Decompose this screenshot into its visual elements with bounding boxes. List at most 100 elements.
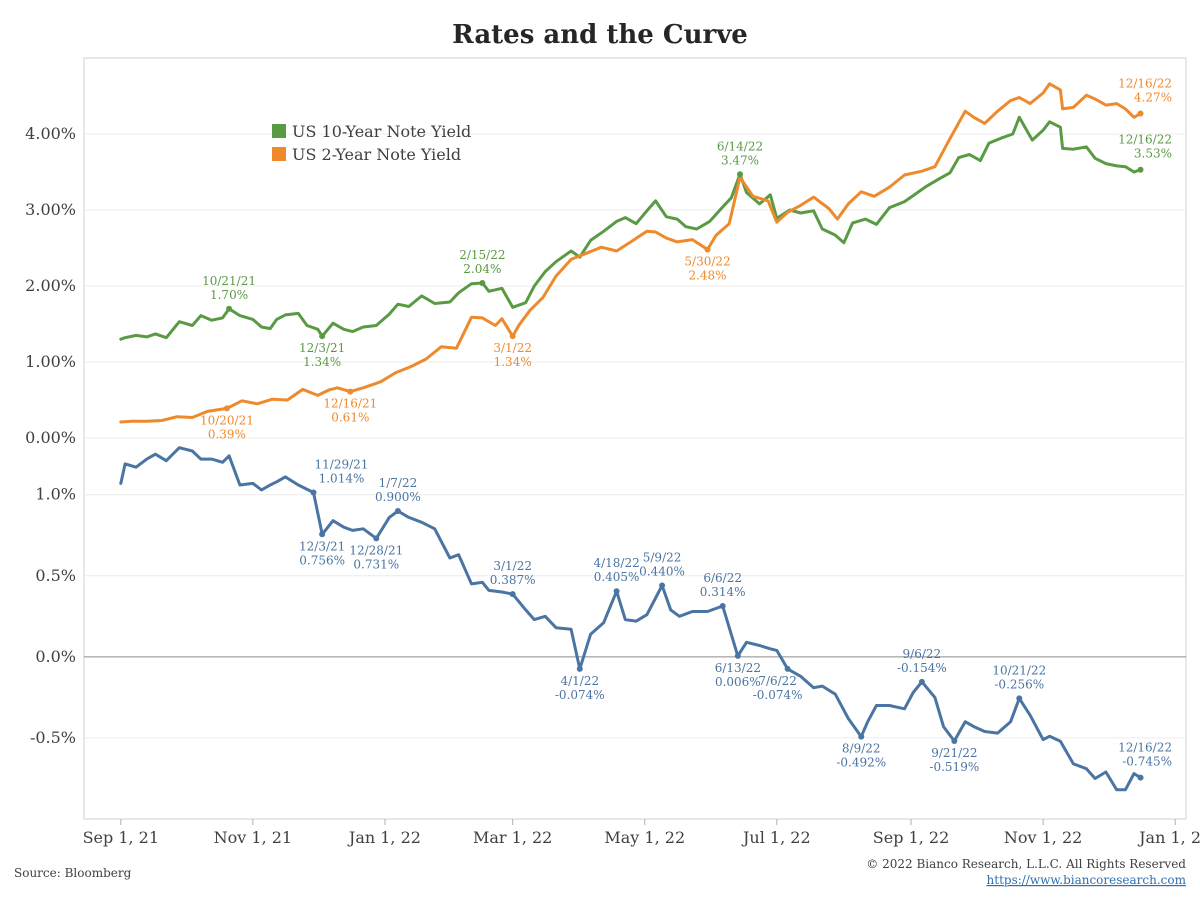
annotation: 5/9/220.440%	[639, 551, 685, 589]
annotation-label: 3.53%	[1134, 147, 1172, 161]
annotation-marker	[918, 678, 925, 685]
legend: US 10-Year Note Yield US 2-Year Note Yie…	[272, 122, 471, 164]
annotation-marker	[734, 652, 741, 659]
annotation: 10/21/22-0.256%	[992, 663, 1046, 702]
annotation-label: 0.39%	[208, 427, 246, 441]
annotation-label: 3.47%	[721, 153, 759, 167]
annotation-label: 0.756%	[299, 553, 345, 567]
x-tick-label: May 1, 22	[604, 828, 685, 847]
annotation-marker	[719, 602, 726, 609]
annotation-label: 2.48%	[688, 269, 726, 283]
source-note: Source: Bloomberg	[14, 866, 132, 880]
annotation: 12/16/224.27%	[1118, 76, 1172, 117]
y-tick-label: 0.00%	[25, 428, 76, 447]
y-tick-label: -0.5%	[30, 728, 76, 747]
annotation-marker	[704, 246, 711, 253]
annotation-label: 4/18/22	[593, 556, 639, 570]
legend-label-us2: US 2-Year Note Yield	[292, 145, 461, 164]
annotation-marker	[319, 531, 326, 538]
annotation-label: 0.61%	[331, 411, 369, 425]
annotation: 9/21/22-0.519%	[929, 738, 979, 774]
annotation-marker	[613, 588, 620, 595]
annotation-label: 1.70%	[210, 288, 248, 302]
annotation-label: 9/21/22	[931, 746, 977, 760]
annotation-label: 12/28/21	[349, 543, 403, 557]
annotation-label: 1.014%	[319, 471, 365, 485]
axis-ticks: 0.00% 1.00% 2.00% 3.00% 4.00% 1.0% 0.5% 0.0% -0.…	[25, 124, 1200, 847]
annotation-label: 12/16/22	[1118, 76, 1172, 90]
annotation-label: 11/29/21	[315, 457, 369, 471]
x-tick-label: Jan 1, 23	[1137, 828, 1200, 847]
series-line-yields-1	[119, 82, 1142, 424]
annotation: 12/16/223.53%	[1118, 133, 1172, 173]
annotation-label: 4.27%	[1134, 90, 1172, 104]
annotation-label: 0.314%	[700, 585, 746, 599]
x-tick-label: Jul 1, 22	[741, 828, 811, 847]
annotation: 3/1/220.387%	[490, 559, 536, 598]
annotation-marker	[373, 535, 380, 542]
annotation-label: -0.519%	[929, 760, 979, 774]
annotation-label: 6/6/22	[703, 571, 742, 585]
annotation-label: 6/14/22	[717, 139, 763, 153]
y-tick-label: 0.5%	[35, 566, 76, 585]
annotations: 10/21/211.70%12/3/211.34%2/15/222.04%6/1…	[200, 76, 1172, 781]
annotation-label: 12/16/22	[1118, 741, 1172, 755]
website-link[interactable]: https://www.biancoresearch.com	[987, 873, 1187, 887]
annotation-label: 7/6/22	[758, 674, 797, 688]
series-line-spread-0	[119, 446, 1142, 792]
annotation: 3/1/221.34%	[493, 333, 532, 369]
annotation-marker	[737, 171, 744, 178]
annotation: 12/3/210.756%	[299, 531, 345, 567]
annotation: 10/21/211.70%	[202, 274, 256, 312]
annotation-label: 2.04%	[463, 262, 501, 276]
annotation-label: 0.731%	[353, 557, 399, 571]
annotation: 6/13/220.006%	[715, 652, 761, 689]
annotation-marker	[319, 333, 326, 340]
annotation-label: 8/9/22	[842, 742, 881, 756]
gridlines	[84, 133, 1186, 739]
annotation: 4/1/22-0.074%	[555, 665, 605, 702]
annotation-label: 1.34%	[303, 355, 341, 369]
annotation-marker	[1016, 695, 1023, 702]
series-lines	[119, 82, 1142, 792]
annotation: 12/3/211.34%	[299, 333, 345, 369]
annotation-marker	[509, 333, 516, 340]
annotation-label: 12/16/22	[1118, 133, 1172, 147]
annotation: 10/20/210.39%	[200, 405, 254, 441]
annotation-marker	[576, 665, 583, 672]
annotation-marker	[509, 591, 516, 598]
chart-title: Rates and the Curve	[452, 20, 748, 50]
y-tick-label: 1.0%	[35, 485, 76, 504]
annotation-label: 5/9/22	[643, 551, 682, 565]
annotation-marker	[858, 733, 865, 740]
annotation-label: 10/21/21	[202, 274, 256, 288]
annotation-label: 12/3/21	[299, 341, 345, 355]
annotation: 2/15/222.04%	[459, 248, 505, 286]
x-tick-label: Nov 1, 21	[214, 828, 292, 847]
x-tick-label: Sep 1, 22	[873, 828, 949, 847]
annotation-label: 0.405%	[594, 570, 640, 584]
annotation: 7/6/22-0.074%	[753, 665, 803, 702]
annotation: 11/29/211.014%	[310, 457, 369, 496]
legend-swatch-us2	[272, 147, 286, 161]
annotation-label: 3/1/22	[493, 341, 532, 355]
annotation-label: 12/16/21	[323, 397, 377, 411]
annotation-marker	[1137, 774, 1144, 781]
annotation-marker	[347, 388, 354, 395]
annotation: 9/6/22-0.154%	[897, 647, 947, 685]
annotation-marker	[479, 279, 486, 286]
annotation-label: 0.900%	[375, 490, 421, 504]
annotation-label: -0.154%	[897, 661, 947, 675]
x-tick-label: Jan 1, 22	[347, 828, 421, 847]
annotation-label: 1.34%	[494, 355, 532, 369]
annotation: 12/16/22-0.745%	[1118, 741, 1172, 781]
annotation-marker	[659, 582, 666, 589]
annotation-label: 3/1/22	[493, 559, 532, 573]
y-tick-label: 4.00%	[25, 124, 76, 143]
annotation: 12/28/210.731%	[349, 535, 403, 571]
annotation-label: -0.074%	[753, 688, 803, 702]
copyright-note: © 2022 Bianco Research, L.L.C. All Right…	[866, 857, 1186, 871]
x-tick-label: Mar 1, 22	[473, 828, 552, 847]
annotation-marker	[784, 665, 791, 672]
annotation: 4/18/220.405%	[593, 556, 640, 595]
